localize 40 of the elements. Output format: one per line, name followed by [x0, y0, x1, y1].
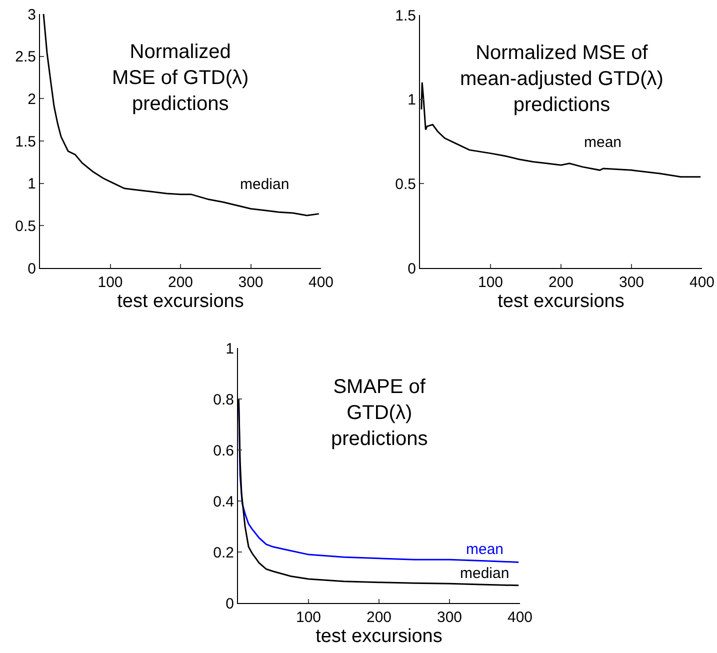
text: Normalized MSE of GTD(λ) predictions [112, 41, 249, 115]
series-label: mean [466, 541, 504, 558]
y-tick-label: 0 [408, 260, 416, 278]
x-tick-label: 400 [507, 609, 533, 626]
y-tick-label: 1 [28, 176, 36, 193]
y-tick-label: 1.5 [395, 7, 416, 24]
x-tick-label: 200 [548, 274, 574, 291]
y-tick-label: 0.8 [213, 391, 234, 408]
y-tick-label: 0 [28, 260, 36, 278]
x-tick-label: 400 [308, 274, 334, 291]
y-tick-label: 0.5 [395, 176, 416, 193]
x-axis-title: test excursions [316, 626, 442, 647]
line-series [42, 14, 320, 216]
y-tick-label: 1 [408, 92, 416, 109]
x-axis-title: test excursions [498, 291, 624, 312]
x-tick-label: 100 [98, 274, 123, 291]
y-tick-label: 2 [28, 90, 36, 108]
y-tick-label: 1 [226, 340, 234, 358]
y-tick-label: 0.5 [15, 218, 36, 235]
x-tick-label: 400 [689, 274, 715, 291]
x-tick-label: 300 [618, 274, 644, 291]
text: SMAPE of GTD(λ) predictions [331, 376, 428, 450]
y-tick-label: 0.2 [213, 544, 234, 562]
y-tick-label: 0.6 [213, 442, 234, 460]
x-tick-label: 300 [238, 274, 264, 291]
y-tick-label: 0 [226, 595, 234, 612]
x-tick-label: 200 [168, 274, 194, 291]
series-label: median [240, 176, 290, 193]
y-tick-label: 2.5 [15, 48, 36, 66]
y-tick-label: 3 [28, 6, 36, 24]
series-label: median [460, 565, 510, 582]
series-label: mean [584, 134, 622, 151]
x-axis-title: test excursions [117, 291, 244, 312]
y-tick-label: 1.5 [15, 133, 36, 150]
x-tick-label: 100 [478, 274, 504, 291]
x-tick-label: 100 [296, 609, 322, 626]
text: Normalized MSE of mean-adjusted GTD(λ) predictions [460, 42, 664, 116]
y-tick-label: 0.4 [213, 493, 234, 510]
x-tick-label: 300 [436, 609, 462, 626]
x-tick-label: 200 [366, 609, 392, 626]
